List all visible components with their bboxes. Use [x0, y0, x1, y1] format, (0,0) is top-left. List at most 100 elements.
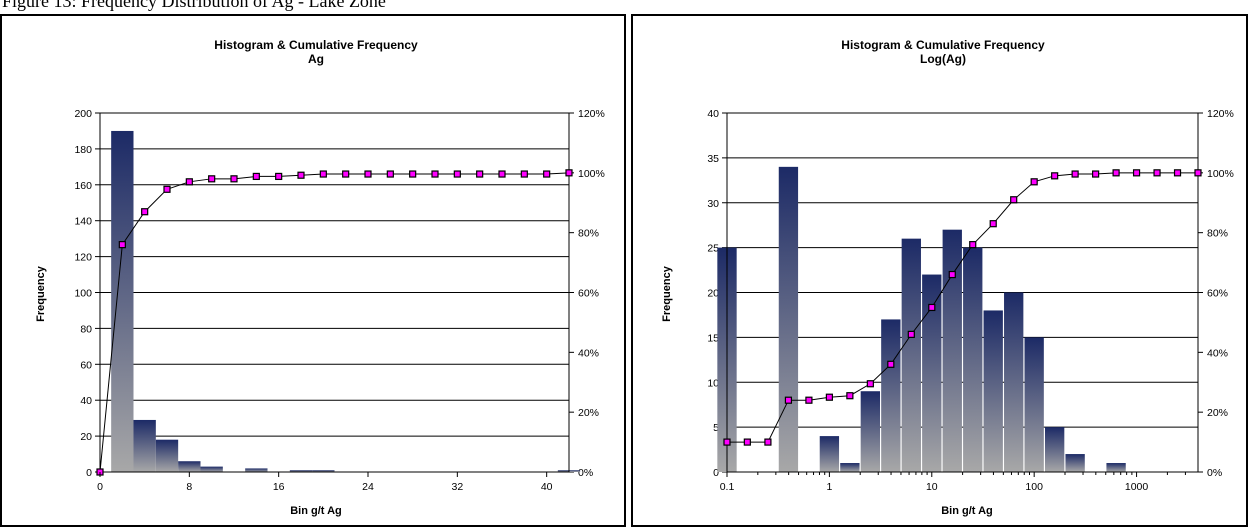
cumulative-point	[364, 170, 372, 178]
chart-title: Histogram & Cumulative Frequency	[841, 38, 1045, 52]
histogram-bar	[1065, 454, 1085, 472]
y-tick-label: 0	[713, 467, 719, 479]
chart-panel-ag: Histogram & Cumulative Frequency Ag Bin …	[0, 14, 626, 527]
histogram-bar	[901, 238, 921, 472]
cumulative-point	[764, 438, 772, 446]
histogram-bar	[111, 130, 134, 472]
x-tick-label: 8	[186, 481, 192, 493]
y2-tick-label: 60%	[1207, 288, 1228, 300]
histogram-bar	[881, 319, 901, 472]
y2-tick-label: 40%	[578, 347, 599, 359]
cumulative-point	[431, 170, 439, 178]
cumulative-point	[887, 360, 895, 368]
y-tick-label: 60	[80, 359, 92, 371]
x-tick-label: 10	[926, 481, 938, 493]
cumulative-point	[118, 241, 126, 249]
cumulative-point	[520, 170, 528, 178]
chart-subtitle: Ag	[308, 52, 324, 66]
x-axis-label: Bin g/t Ag	[941, 505, 993, 517]
cumulative-point	[989, 220, 997, 228]
cumulative-point	[1112, 169, 1120, 177]
y-tick-label: 35	[707, 153, 719, 165]
cumulative-point	[141, 208, 149, 216]
y2-tick-label: 0%	[1207, 467, 1222, 479]
histogram-chart-ag: Histogram & Cumulative Frequency Ag Bin …	[35, 38, 605, 517]
histogram-bar	[289, 470, 313, 472]
x-tick-label: 0	[97, 481, 103, 493]
y-tick-label: 140	[74, 216, 92, 228]
cumulative-point	[1051, 172, 1059, 180]
cumulative-point	[1071, 170, 1079, 178]
cumulative-frequency-line	[99, 172, 570, 473]
cumulative-point	[565, 169, 573, 177]
x-tick-label: 16	[273, 481, 285, 493]
histogram-bar	[860, 391, 881, 472]
cumulative-point	[453, 170, 461, 178]
y-tick-label: 0	[86, 467, 92, 479]
y-tick-label: 180	[74, 144, 92, 156]
cumulative-point	[498, 170, 506, 178]
cumulative-point	[948, 270, 956, 279]
cumulative-point	[163, 185, 171, 193]
cumulative-point	[1173, 169, 1182, 177]
x-tick-label: 32	[451, 481, 463, 493]
cumulative-point	[275, 172, 283, 181]
histogram-bar	[1044, 427, 1065, 472]
y-tick-label: 5	[713, 422, 719, 434]
histogram-bar	[1024, 337, 1044, 472]
histogram-bar	[1106, 463, 1126, 472]
cumulative-point	[1030, 178, 1038, 186]
y2-tick-label: 120%	[578, 108, 605, 120]
x-tick-label: 24	[362, 481, 374, 493]
x-tick-label: 1	[826, 481, 832, 493]
cumulative-point	[208, 175, 216, 183]
y2-tick-label: 80%	[578, 228, 599, 240]
cumulative-point	[1194, 169, 1202, 177]
y2-tick-label: 100%	[1207, 168, 1234, 180]
histogram-bar	[983, 310, 1003, 472]
histogram-bar	[963, 247, 983, 472]
histogram-bar	[778, 166, 799, 472]
cumulative-point	[825, 393, 833, 401]
histogram-bar	[1004, 292, 1024, 472]
cumulative-point	[297, 171, 305, 179]
y2-tick-label: 40%	[1207, 347, 1228, 359]
cumulative-point	[386, 170, 394, 178]
y2-tick-label: 100%	[578, 168, 605, 180]
y-tick-label: 30	[707, 198, 719, 210]
y2-tick-label: 20%	[578, 407, 599, 419]
x-tick-label: 0.1	[720, 481, 735, 493]
y-axis-label: Frequency	[661, 265, 673, 322]
cumulative-point	[846, 392, 854, 400]
histogram-bar	[245, 468, 268, 472]
cumulative-point	[1010, 196, 1018, 204]
cumulative-point	[185, 178, 193, 186]
cumulative-point	[866, 380, 874, 388]
histogram-bar	[178, 461, 201, 472]
figure-caption: Figure 13: Frequency Distribution of Ag …	[2, 0, 386, 11]
cumulative-point	[784, 396, 793, 404]
y-tick-label: 40	[80, 395, 92, 407]
histogram-bar	[840, 463, 860, 472]
histogram-bar	[942, 229, 962, 472]
histogram-bar	[312, 470, 335, 472]
histogram-chart-log-ag: Histogram & Cumulative Frequency Log(Ag)…	[661, 38, 1234, 517]
y-tick-label: 10	[707, 377, 719, 389]
y-tick-label: 200	[74, 108, 92, 120]
histogram-bar	[819, 436, 840, 472]
cumulative-point	[723, 438, 731, 446]
y-tick-label: 80	[80, 323, 92, 335]
cumulative-point	[476, 170, 484, 178]
histogram-bar	[922, 274, 942, 472]
chart-title: Histogram & Cumulative Frequency	[214, 38, 418, 52]
cumulative-point	[252, 172, 260, 181]
y2-tick-label: 0%	[578, 467, 593, 479]
y2-tick-label: 60%	[578, 288, 599, 300]
cumulative-point	[230, 175, 238, 183]
cumulative-point	[1153, 169, 1161, 177]
cumulative-point	[342, 170, 350, 178]
cumulative-point	[928, 303, 936, 312]
chart-panel-log-ag: Histogram & Cumulative Frequency Log(Ag)…	[631, 14, 1248, 527]
cumulative-point	[1092, 170, 1100, 178]
cumulative-point	[319, 170, 327, 178]
